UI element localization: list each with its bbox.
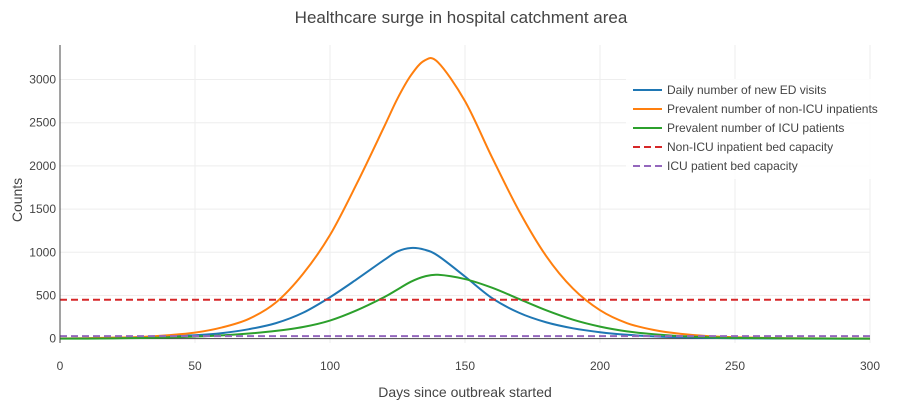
y-tick-label: 0 <box>49 332 56 346</box>
x-tick-label: 250 <box>725 359 745 373</box>
tick-labels: 0 500 1000 1500 2000 2500 3000 0 50 100 150 200 250 3… <box>29 73 880 373</box>
x-axis-title: Days since outbreak started <box>378 384 552 400</box>
y-tick-label: 2500 <box>29 116 56 130</box>
series-line-2 <box>59 273 871 340</box>
legend-item-label: Daily number of new ED visits <box>667 83 826 97</box>
y-tick-label: 2000 <box>29 159 56 173</box>
y-axis-title: Counts <box>9 178 25 222</box>
series-lines <box>59 57 871 340</box>
legend-item-label: Prevalent number of non-ICU inpatients <box>667 102 878 116</box>
y-tick-label: 1000 <box>29 245 56 259</box>
y-tick-label: 500 <box>36 288 56 302</box>
chart-title: Healthcare surge in hospital catchment a… <box>295 8 628 27</box>
x-tick-label: 100 <box>320 359 340 373</box>
x-tick-label: 150 <box>455 359 475 373</box>
legend-item-label: Non-ICU inpatient bed capacity <box>667 140 833 154</box>
x-tick-label: 50 <box>188 359 202 373</box>
y-tick-label: 1500 <box>29 202 56 216</box>
legend-item-label: ICU patient bed capacity <box>667 159 798 173</box>
legend-background <box>626 79 912 179</box>
legend-item-label: Prevalent number of ICU patients <box>667 121 844 135</box>
x-tick-label: 300 <box>860 359 880 373</box>
y-tick-label: 3000 <box>29 73 56 87</box>
legend: Daily number of new ED visits Prevalent n… <box>626 79 912 179</box>
x-tick-label: 0 <box>57 359 64 373</box>
x-tick-label: 200 <box>590 359 610 373</box>
